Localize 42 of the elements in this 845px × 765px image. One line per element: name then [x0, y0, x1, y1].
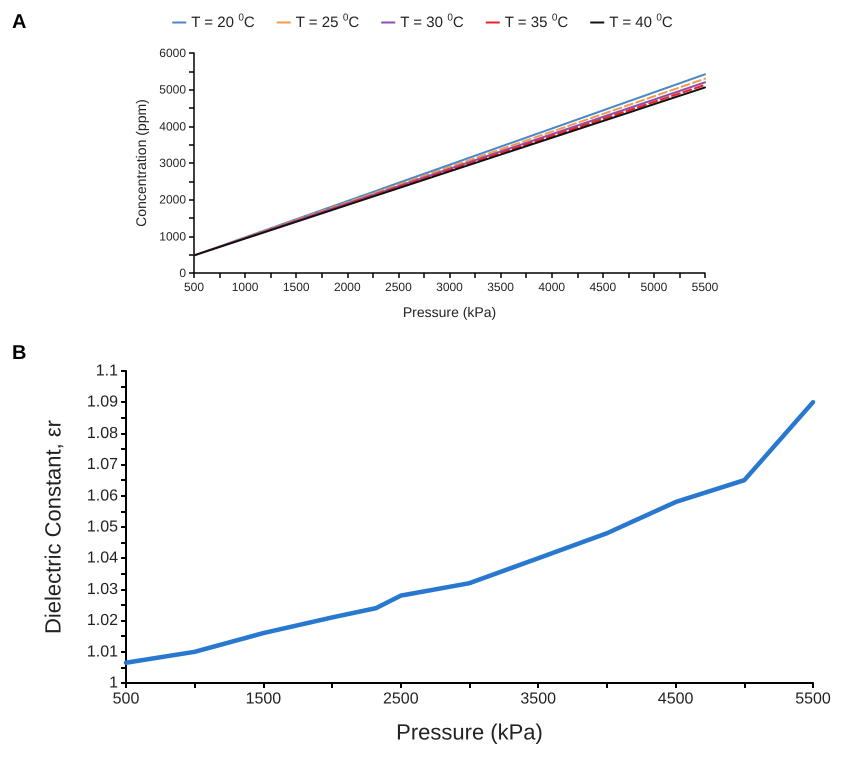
x-tick-label: 5500	[795, 690, 831, 708]
x-tick-label: 3500	[487, 280, 514, 294]
x-tick-label: 500	[112, 690, 140, 708]
x-tick-label: 2500	[383, 690, 419, 708]
y-tick-label: 1.05	[86, 518, 118, 536]
y-tick-label: 1.01	[86, 643, 118, 660]
text: A	[12, 11, 26, 33]
x-axis-title: Pressure (kPa)	[396, 720, 543, 744]
y-tick-label: 1.03	[86, 580, 118, 598]
y-tick-label: 2000	[159, 192, 186, 207]
x-tick-label: 1500	[282, 280, 310, 294]
x-tick-label: 1500	[246, 690, 282, 708]
y-tick-label: 3000	[159, 156, 186, 170]
y-tick-label: 1.04	[86, 550, 118, 567]
x-tick-label: 5500	[692, 280, 719, 294]
x-tick-label: 500	[184, 280, 204, 294]
x-tick-label: 4000	[538, 280, 566, 294]
y-tick-label: 1.09	[86, 394, 118, 411]
x-tick-label: 4500	[658, 690, 694, 708]
text: B	[12, 342, 26, 364]
x-tick-label: 4500	[589, 280, 616, 294]
y-tick-label: 4000	[159, 119, 186, 134]
y-tick-label: 1.08	[86, 424, 118, 442]
y-tick-label: 1.1	[96, 362, 118, 380]
x-tick-label: 2500	[385, 280, 412, 294]
x-tick-label: 1000	[232, 280, 259, 294]
y-tick-label: 1000	[159, 229, 186, 244]
x-tick-label: 5000	[640, 280, 668, 294]
y-tick-label: 6000	[159, 46, 186, 60]
line-series	[124, 400, 816, 665]
y-axis-title: Concentration (ppm)	[133, 99, 149, 227]
x-tick-label: 3000	[436, 280, 464, 294]
y-tick-label: 1.02	[86, 612, 118, 630]
y-tick-label: 0	[179, 266, 186, 280]
x-tick-label: 2000	[334, 280, 361, 294]
y-tick-label: 1.06	[86, 487, 118, 504]
y-axis-title: Dielectric Constant, εr	[40, 420, 66, 634]
y-tick-label: 5000	[159, 82, 186, 97]
x-tick-label: 3500	[520, 690, 556, 708]
y-tick-label: 1	[109, 674, 118, 692]
y-tick-label: 1.07	[86, 456, 118, 474]
x-axis-title: Pressure (kPa)	[402, 304, 496, 320]
